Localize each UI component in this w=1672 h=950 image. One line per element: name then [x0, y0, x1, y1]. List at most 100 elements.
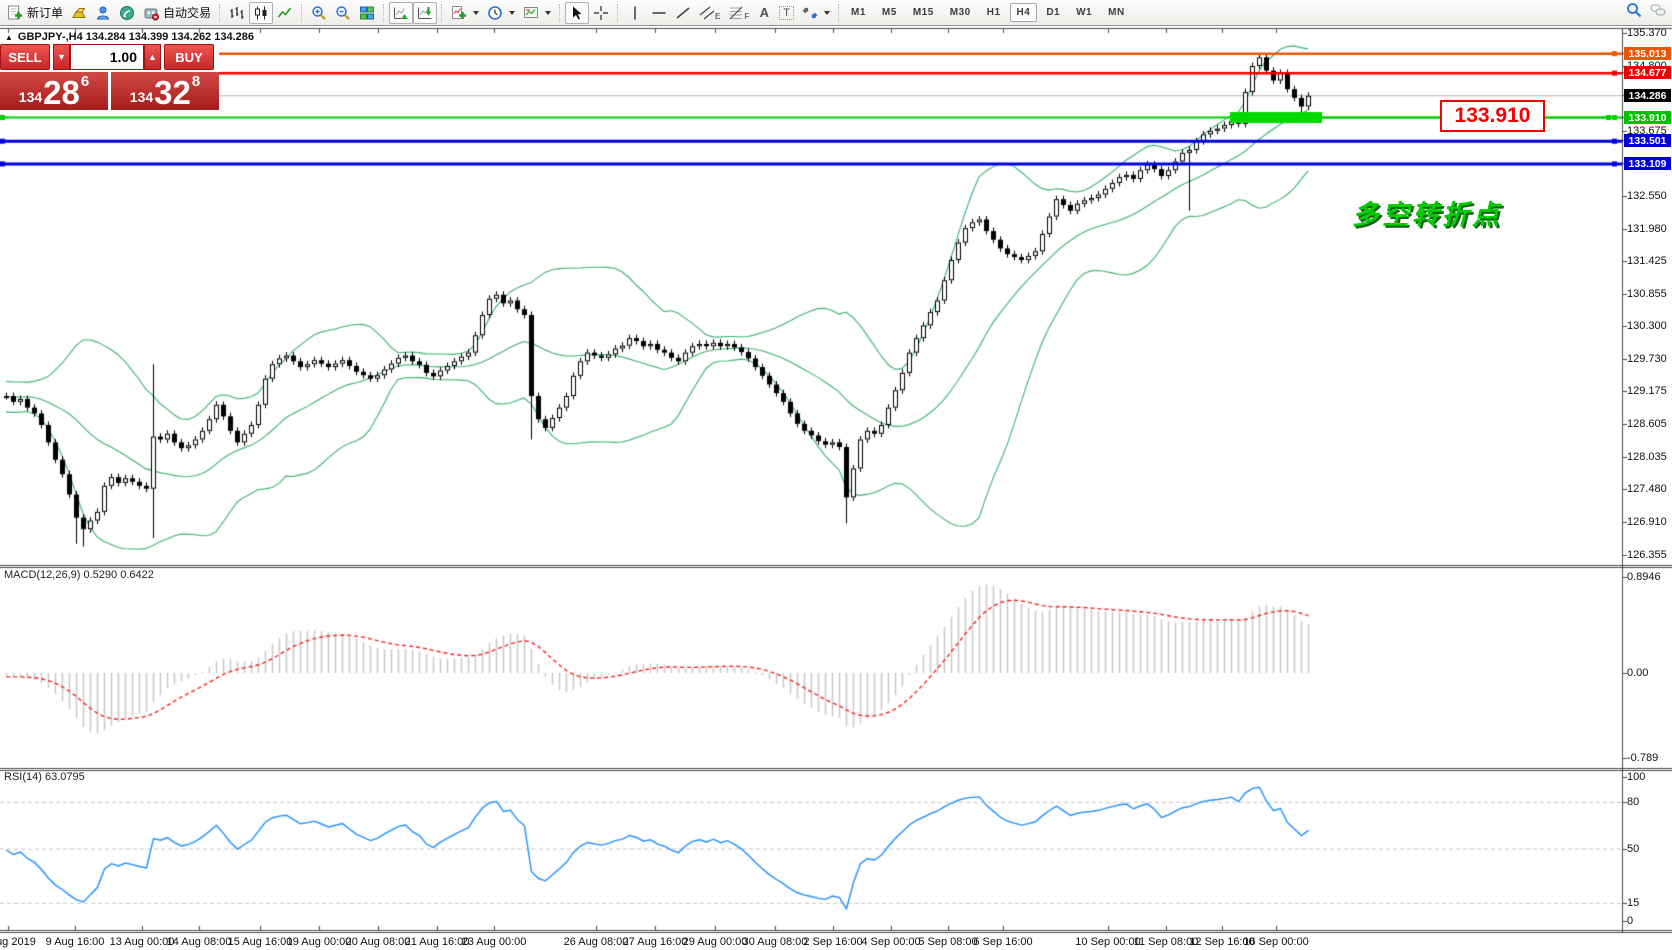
time-axis-label: 13 Aug 00:00	[109, 936, 175, 948]
new-order-button[interactable]: 新订单	[3, 2, 67, 24]
auto-scroll-icon	[393, 5, 409, 21]
buy-price-button[interactable]: 134 32 8	[111, 72, 219, 110]
time-axis-label: 16 Sep 00:00	[1243, 936, 1309, 948]
indicators-icon	[451, 5, 467, 21]
fibonacci-button[interactable]: F	[724, 2, 753, 24]
price-badge: 133.910	[1624, 111, 1671, 124]
time-axis-label: 19 Aug 00:00	[286, 936, 352, 948]
timeframe-button[interactable]: H1	[980, 3, 1008, 22]
toolbar-separator	[383, 3, 385, 22]
rsi-label-row: RSI(14) 63.0795	[4, 771, 85, 783]
search-icon[interactable]	[1626, 2, 1642, 18]
sell-price-button[interactable]: 134 28 6	[0, 72, 108, 110]
macd-label: MACD(12,26,9)	[4, 569, 81, 581]
toolbar-separator	[617, 3, 619, 22]
chart-shift-button[interactable]	[413, 1, 438, 24]
signals-icon	[119, 5, 135, 21]
rsi-axis-label: 50	[1627, 843, 1640, 855]
timeframe-button[interactable]: M15	[906, 3, 941, 22]
symbol-ohlc-text: GBPJPY-,H4 134.284 134.399 134.262 134.2…	[17, 31, 254, 43]
price-badge: 134.286	[1624, 89, 1671, 102]
price-callout-box[interactable]: 133.910	[1440, 100, 1545, 132]
dropdown-arrow-icon	[473, 10, 480, 15]
timeframe-button[interactable]: MN	[1101, 3, 1132, 22]
cursor-icon	[569, 5, 585, 21]
crosshair-icon	[593, 5, 609, 21]
indicators-button[interactable]	[447, 2, 483, 24]
cursor-button[interactable]	[565, 1, 590, 24]
collapse-arrow-icon[interactable]: ▲	[5, 32, 13, 42]
timeframe-button[interactable]: M5	[875, 3, 904, 22]
vertical-line-button[interactable]	[623, 2, 647, 24]
volume-decrease-button[interactable]: ▼	[53, 44, 70, 70]
zoom-in-button[interactable]	[307, 2, 331, 24]
trade-panel-prices: 134 28 6 134 32 8	[0, 72, 219, 110]
zoom-out-icon	[335, 5, 351, 21]
templates-button[interactable]	[519, 2, 555, 24]
timeframe-button[interactable]: W1	[1069, 3, 1099, 22]
buy-price-main: 32	[154, 74, 191, 111]
toolbar: 新订单 自动交易	[0, 0, 1672, 26]
fibonacci-icon	[728, 5, 744, 21]
time-axis-label: 9 Aug 16:00	[45, 936, 105, 948]
time-axis-label: 6 Sep 16:00	[973, 936, 1033, 948]
text-label-button[interactable]: T	[775, 2, 798, 24]
tile-windows-button[interactable]	[355, 2, 379, 24]
text-tool-letter: A	[759, 5, 769, 20]
periods-button[interactable]	[483, 2, 519, 24]
time-axis-label: 14 Aug 08:00	[166, 936, 232, 948]
one-click-trading-panel: SELL ▼ 1.00 ▲ BUY 134 28 6 134 32 8	[0, 44, 219, 110]
rsi-label: RSI(14)	[4, 771, 42, 783]
line-chart-button[interactable]	[273, 2, 297, 24]
equidistant-channel-button[interactable]: E	[695, 2, 724, 24]
time-axis-label: 5 Sep 08:00	[918, 936, 978, 948]
time-axis-label: 15 Aug 16:00	[227, 936, 293, 948]
timeframe-group: M1 M5 M15 M30 H1 H4 D1 W1 MN	[844, 3, 1132, 22]
zoom-in-icon	[311, 5, 327, 21]
clock-icon	[487, 5, 503, 21]
candlestick-chart-icon	[253, 5, 269, 21]
macd-axis-label: 0.00	[1627, 667, 1649, 679]
channel-icon	[699, 5, 715, 21]
chat-icon[interactable]	[1650, 2, 1666, 18]
chinese-annotation-text[interactable]: 多空转折点	[1352, 200, 1502, 230]
time-axis-label: 4 Sep 00:00	[861, 936, 921, 948]
channel-letter: E	[715, 12, 721, 21]
buy-button[interactable]: BUY	[164, 44, 214, 70]
arrows-button[interactable]	[798, 2, 834, 24]
templates-icon	[523, 5, 539, 21]
text-button[interactable]: A	[753, 2, 775, 24]
price-badge: 133.109	[1624, 157, 1671, 170]
sell-button[interactable]: SELL	[0, 44, 50, 70]
timeframe-button[interactable]: M1	[844, 3, 873, 22]
price-tick-label: 128.605	[1627, 418, 1667, 430]
horizontal-line-button[interactable]	[647, 2, 671, 24]
community-button[interactable]	[91, 2, 115, 24]
sell-price-prefix: 134	[18, 89, 43, 105]
auto-scroll-button[interactable]	[389, 1, 414, 24]
crosshair-button[interactable]	[589, 2, 613, 24]
buy-price-prefix: 134	[129, 89, 154, 105]
candlestick-chart-button[interactable]	[249, 1, 274, 24]
volume-input[interactable]: 1.00	[70, 44, 144, 70]
trendline-button[interactable]	[671, 2, 695, 24]
timeframe-button[interactable]: D1	[1039, 3, 1067, 22]
macd-value-signal: 0.6422	[120, 569, 154, 581]
gold-ingot-icon	[71, 5, 87, 21]
timeframe-button[interactable]: M30	[943, 3, 978, 22]
signals-button[interactable]	[115, 2, 139, 24]
volume-increase-button[interactable]: ▲	[144, 44, 161, 70]
time-axis-label: 30 Aug 08:00	[742, 936, 808, 948]
bar-chart-button[interactable]	[225, 2, 249, 24]
time-axis-label: 23 Aug 00:00	[461, 936, 527, 948]
symbol-info-line: ▲ GBPJPY-,H4 134.284 134.399 134.262 134…	[5, 31, 254, 43]
price-tick-label: 131.425	[1627, 255, 1667, 267]
autotrading-button[interactable]: 自动交易	[139, 2, 215, 24]
timeframe-button[interactable]: H4	[1009, 3, 1038, 22]
deposit-button[interactable]	[67, 2, 91, 24]
price-badge: 135.013	[1624, 47, 1671, 60]
zoom-out-button[interactable]	[331, 2, 355, 24]
price-badge: 133.501	[1624, 134, 1671, 147]
